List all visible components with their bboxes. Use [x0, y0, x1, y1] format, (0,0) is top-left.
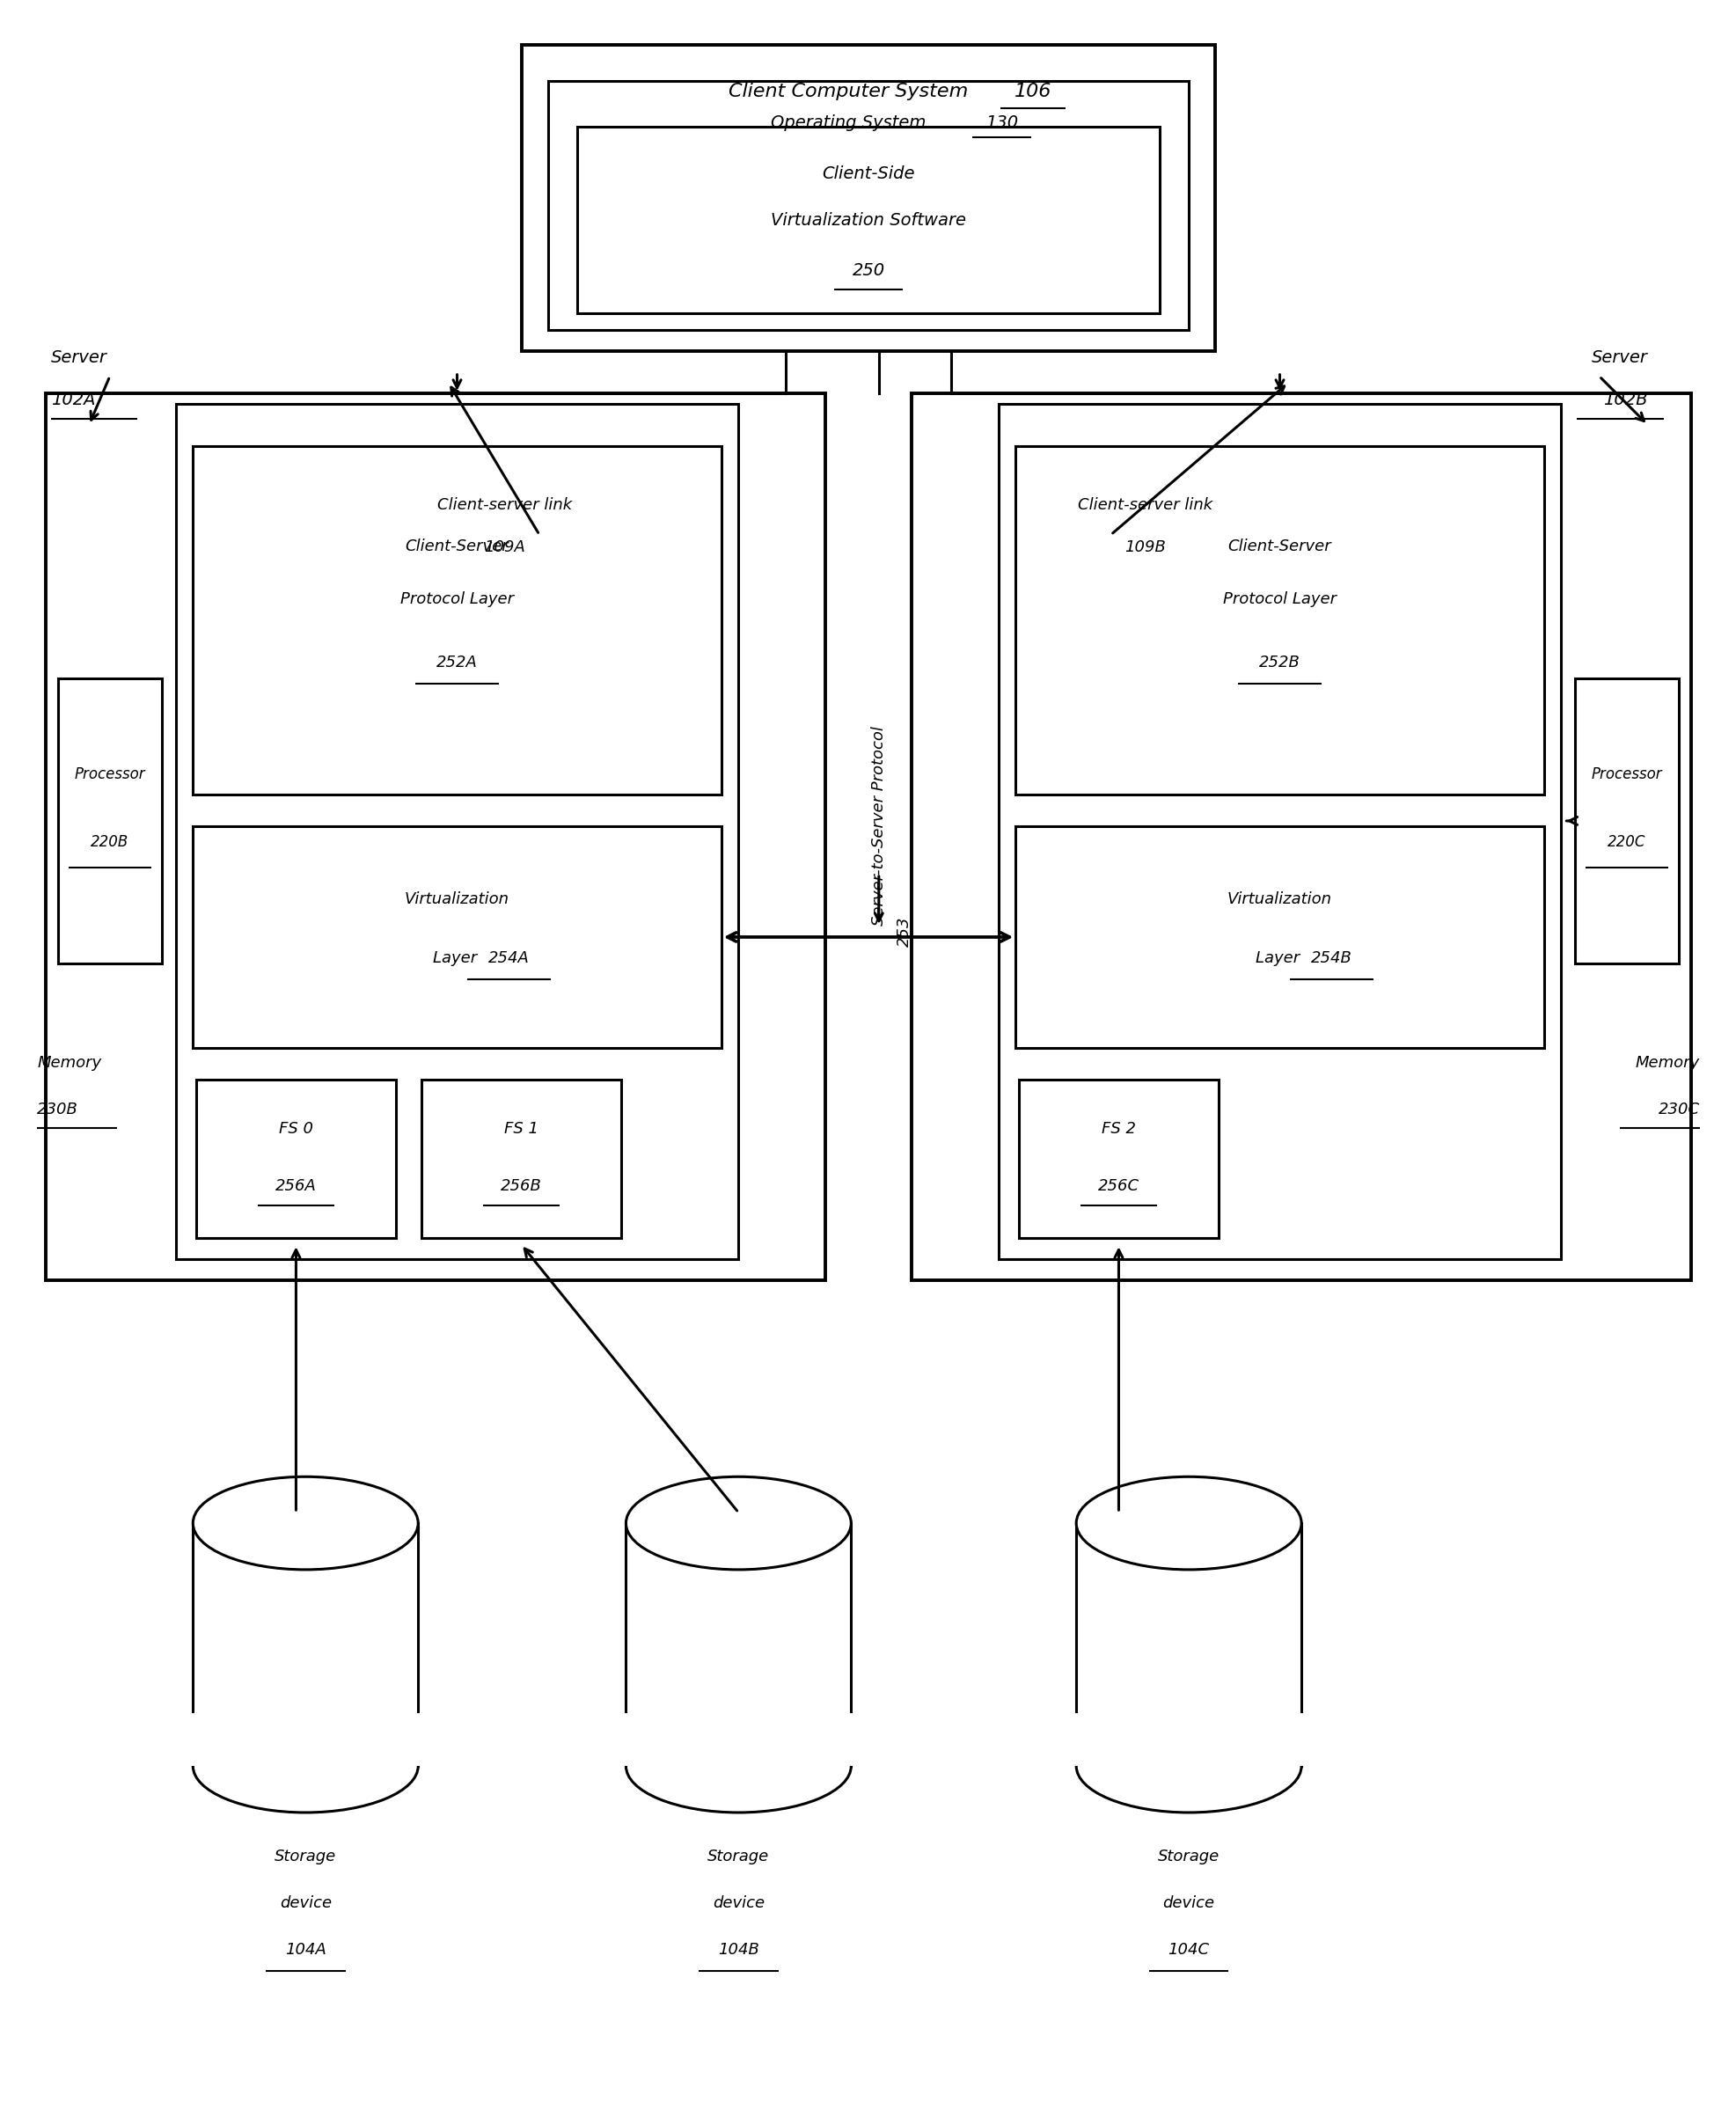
Bar	[523, 44, 1213, 351]
Bar	[549, 80, 1187, 330]
Ellipse shape	[193, 1719, 418, 1812]
Text: 109A: 109A	[484, 540, 524, 555]
Bar	[175, 404, 738, 1260]
Text: 250: 250	[852, 263, 884, 279]
Text: Operating System: Operating System	[771, 114, 930, 131]
Bar	[189, 1713, 422, 1766]
Text: 220C: 220C	[1608, 834, 1646, 849]
Ellipse shape	[193, 1478, 418, 1569]
Bar	[998, 404, 1561, 1260]
Text: 106: 106	[1014, 83, 1050, 99]
Text: device: device	[712, 1895, 764, 1912]
Bar	[911, 394, 1691, 1281]
Bar	[193, 447, 720, 794]
Text: Client-Server: Client-Server	[404, 538, 509, 555]
Ellipse shape	[625, 1478, 851, 1569]
Text: 109B: 109B	[1125, 540, 1165, 555]
Text: 220B: 220B	[90, 834, 128, 849]
Text: device: device	[279, 1895, 332, 1912]
Bar	[1019, 1080, 1217, 1238]
Ellipse shape	[625, 1719, 851, 1812]
Text: 252A: 252A	[436, 654, 477, 671]
Bar	[1076, 1522, 1300, 1766]
Text: Virtualization: Virtualization	[404, 891, 509, 906]
Text: 256B: 256B	[500, 1179, 542, 1194]
Text: Client-server link: Client-server link	[437, 497, 571, 512]
Text: Processor: Processor	[75, 766, 146, 783]
Text: 104B: 104B	[717, 1941, 759, 1958]
Text: Virtualization: Virtualization	[1227, 891, 1332, 906]
Text: 104C: 104C	[1168, 1941, 1208, 1958]
Text: Client-Server: Client-Server	[1227, 538, 1332, 555]
Text: 256A: 256A	[276, 1179, 316, 1194]
Bar	[1575, 677, 1679, 963]
Bar	[1016, 447, 1543, 794]
Text: 230B: 230B	[36, 1101, 78, 1118]
Text: 102B: 102B	[1602, 392, 1647, 409]
Text: Storage: Storage	[274, 1848, 337, 1865]
Bar	[576, 127, 1160, 313]
Text: Layer: Layer	[432, 951, 481, 965]
Text: FS 0: FS 0	[279, 1122, 312, 1137]
Text: Layer: Layer	[1255, 951, 1304, 965]
Bar	[422, 1080, 620, 1238]
Text: Storage: Storage	[707, 1848, 769, 1865]
Text: Virtualization Software: Virtualization Software	[771, 212, 965, 229]
Text: 256C: 256C	[1097, 1179, 1139, 1194]
Bar	[625, 1522, 851, 1766]
Text: 104A: 104A	[285, 1941, 326, 1958]
Text: 230C: 230C	[1658, 1101, 1700, 1118]
Bar	[45, 394, 825, 1281]
Text: Memory: Memory	[36, 1054, 101, 1071]
Text: Memory: Memory	[1635, 1054, 1700, 1071]
Text: Protocol Layer: Protocol Layer	[1222, 591, 1337, 608]
Text: 252B: 252B	[1259, 654, 1300, 671]
Text: 254A: 254A	[488, 951, 529, 965]
Text: 253: 253	[896, 917, 913, 946]
Bar	[1016, 826, 1543, 1048]
Text: FS 2: FS 2	[1101, 1122, 1135, 1137]
Text: Server-to-Server Protocol: Server-to-Server Protocol	[870, 726, 887, 925]
Text: Storage: Storage	[1158, 1848, 1219, 1865]
Text: device: device	[1163, 1895, 1213, 1912]
Text: 102A: 102A	[50, 392, 95, 409]
Bar	[193, 826, 720, 1048]
Text: FS 1: FS 1	[503, 1122, 538, 1137]
Bar	[193, 1522, 418, 1766]
Text: Protocol Layer: Protocol Layer	[399, 591, 514, 608]
Text: Client-server link: Client-server link	[1078, 497, 1212, 512]
Text: Processor: Processor	[1590, 766, 1661, 783]
Text: Client-Side: Client-Side	[821, 165, 915, 182]
Text: Server: Server	[1590, 349, 1647, 366]
Bar	[621, 1713, 854, 1766]
Bar	[57, 677, 161, 963]
Bar	[196, 1080, 396, 1238]
Text: 130: 130	[984, 114, 1017, 131]
Bar	[1073, 1713, 1304, 1766]
Text: Client Computer System: Client Computer System	[727, 83, 974, 99]
Ellipse shape	[1076, 1478, 1300, 1569]
Text: Server: Server	[50, 349, 108, 366]
Ellipse shape	[1076, 1719, 1300, 1812]
Text: 254B: 254B	[1311, 951, 1352, 965]
